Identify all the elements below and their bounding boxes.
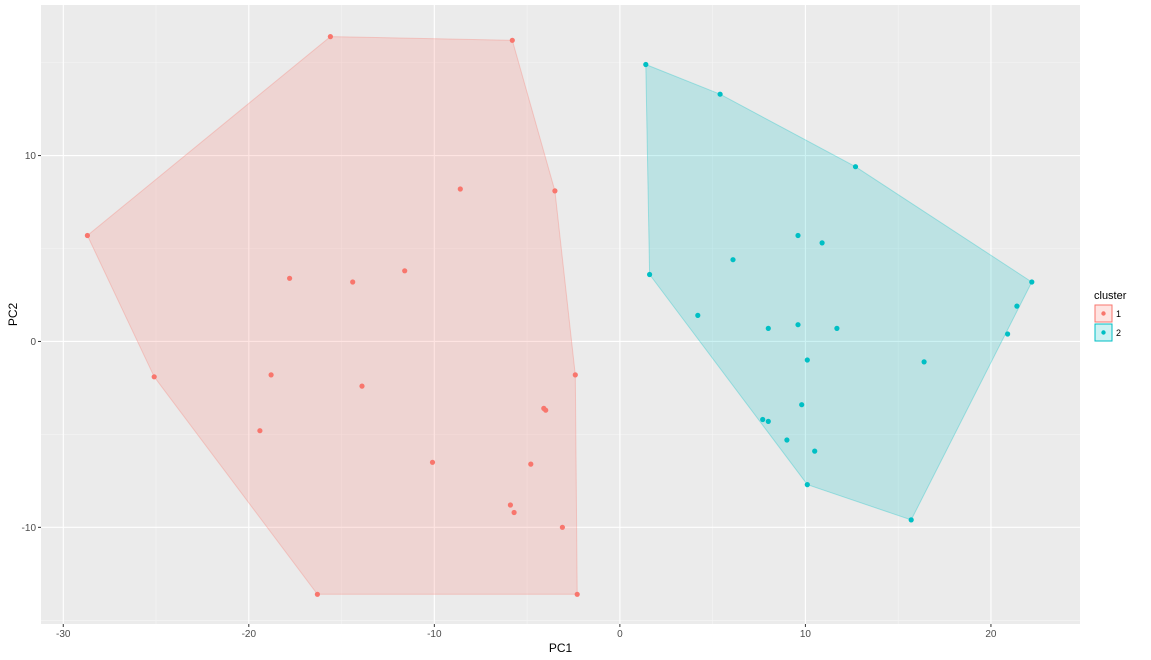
- cluster-2-point: [765, 325, 771, 331]
- x-tick-label: 20: [985, 629, 997, 640]
- cluster-1-point: [429, 459, 436, 465]
- cluster-1-point: [511, 509, 517, 516]
- x-axis-ticks: -30 -20 -10 0 10 20: [56, 624, 997, 640]
- cluster-1-point: [314, 591, 320, 597]
- legend-title: cluster: [1094, 290, 1127, 302]
- cluster-1-point: [457, 186, 463, 192]
- x-tick-label: -10: [427, 629, 442, 640]
- cluster-1-point: [350, 279, 356, 285]
- data-points: [84, 34, 1035, 597]
- cluster-2-point: [799, 402, 805, 408]
- cluster-1-point: [507, 502, 513, 508]
- cluster-1-point: [84, 232, 90, 239]
- x-axis-title: PC1: [549, 641, 573, 655]
- x-tick-label: -20: [242, 629, 257, 640]
- cluster-2-hull: [645, 63, 1033, 521]
- y-tick-label: -10: [22, 523, 37, 534]
- cluster-2-point: [908, 517, 914, 523]
- grid-minor: [41, 5, 1080, 624]
- cluster-2-point: [717, 91, 723, 97]
- y-axis-ticks: -10 0 10: [22, 151, 41, 534]
- cluster-2-point: [730, 257, 736, 263]
- cluster-2-point: [1005, 331, 1011, 337]
- cluster-2-point: [819, 240, 825, 246]
- y-tick-label: 10: [25, 151, 37, 162]
- cluster-1-point: [572, 372, 578, 378]
- grid-major: [41, 5, 1080, 624]
- cluster-2-point: [760, 416, 766, 423]
- x-tick-label: 0: [617, 629, 623, 640]
- cluster-2-point: [852, 164, 859, 170]
- cluster-2-point: [795, 322, 801, 328]
- x-tick-label: 10: [800, 629, 812, 640]
- cluster-2-point: [834, 325, 840, 331]
- cluster-1-point: [151, 374, 157, 380]
- cluster-1-point: [402, 268, 408, 274]
- cluster-1-point: [552, 188, 558, 194]
- cluster-1-point: [327, 34, 333, 40]
- cluster-2-point: [695, 312, 701, 318]
- cluster-2-point: [804, 482, 810, 488]
- cluster-2-point: [765, 418, 771, 424]
- cluster-1-point: [574, 591, 580, 597]
- cluster-2-point: [1029, 279, 1035, 285]
- y-tick-label: 0: [30, 337, 36, 348]
- panel-background: [41, 5, 1080, 624]
- cluster-1-point: [287, 275, 293, 281]
- cluster-2-point: [795, 232, 801, 239]
- cluster-1-point: [559, 524, 566, 530]
- cluster-2-point: [812, 448, 818, 454]
- cluster-2-point: [643, 61, 649, 68]
- legend-label-2: 2: [1116, 328, 1121, 338]
- cluster-1-point: [257, 428, 263, 434]
- legend: cluster 1 2: [1094, 290, 1127, 342]
- cluster-1-point: [359, 383, 365, 389]
- legend-key-point-2: [1101, 330, 1106, 335]
- cluster-2-point: [921, 359, 927, 365]
- x-tick-label: -30: [56, 629, 71, 640]
- cluster-2-point: [804, 357, 810, 363]
- y-axis-title: PC2: [6, 303, 20, 327]
- cluster-1-point: [528, 461, 534, 467]
- cluster-2-point: [784, 437, 790, 443]
- legend-key-point-1: [1101, 311, 1106, 316]
- cluster-2-point: [1014, 303, 1020, 309]
- cluster-1-point: [543, 407, 549, 413]
- cluster-2-point: [647, 271, 653, 278]
- cluster-1-point: [509, 37, 515, 43]
- legend-label-1: 1: [1116, 309, 1121, 319]
- cluster-1-point: [268, 372, 274, 378]
